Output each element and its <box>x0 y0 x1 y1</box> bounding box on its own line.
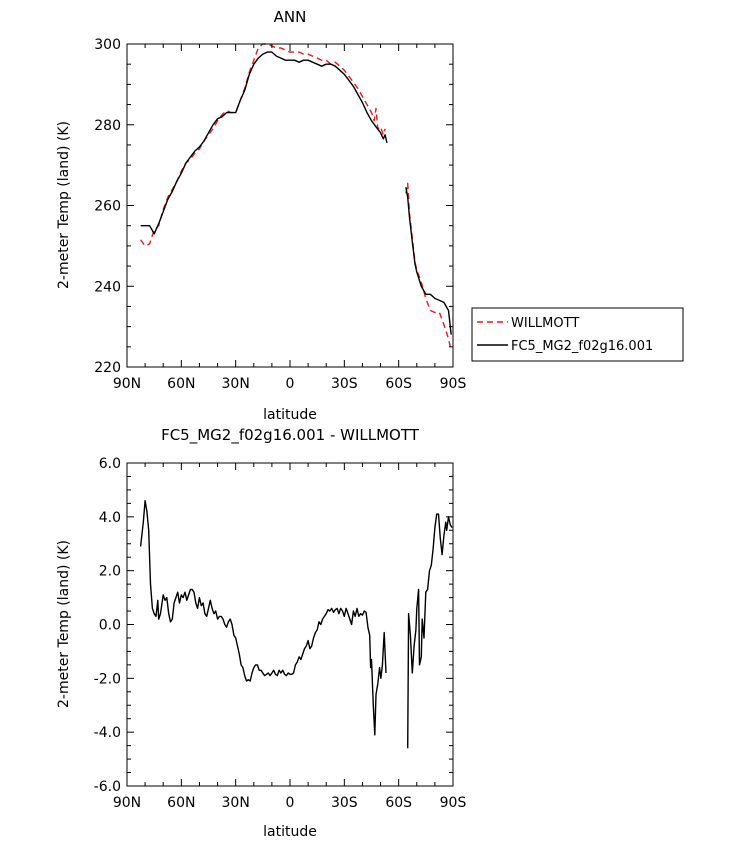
top-x-tick-label: 90S <box>440 376 467 392</box>
bottom-ylabel: 2-meter Temp (land) (K) <box>56 540 72 708</box>
top-series-group <box>140 43 452 352</box>
bottom-x-tick-label: 30S <box>331 795 358 811</box>
top-x-tick-label: 0 <box>286 376 295 392</box>
bottom-x-tick-label: 60S <box>385 795 412 811</box>
top-x-tick-label: 60S <box>385 376 412 392</box>
top-panel: ANN 90N 60N 30N 0 30S 60S 90S 220 240 260 280 300 l… <box>56 8 684 423</box>
top-x-tick-label: 90N <box>113 376 141 392</box>
top-axes-group: 90N 60N 30N 0 30S 60S 90S 220 240 260 280 300 <box>94 37 466 392</box>
bottom-panel: FC5_MG2_f02g16.001 - WILLMOTT 90N 60N 30N 0… <box>56 426 466 840</box>
bottom-series-0-line-segment-0 <box>139 500 387 736</box>
bottom-y-tick-label: 6.0 <box>99 456 121 472</box>
top-x-tick-label: 30S <box>331 376 358 392</box>
top-x-tick-label: 60N <box>167 376 195 392</box>
top-ylabel: 2-meter Temp (land) (K) <box>56 121 72 289</box>
top-xlabel: latitude <box>263 407 317 423</box>
top-series-1-line-segment-0 <box>140 51 388 235</box>
bottom-xlabel: latitude <box>263 824 317 840</box>
top-series-1-line-segment-1 <box>405 187 452 335</box>
bottom-x-tick-label: 90S <box>440 795 467 811</box>
bottom-plot-frame <box>126 462 454 787</box>
top-series-0-line-segment-0 <box>140 43 386 247</box>
top-y-tick-label: 280 <box>94 118 121 134</box>
bottom-x-tick-label: 30N <box>222 795 250 811</box>
bottom-series-0-line-segment-1 <box>407 513 453 749</box>
top-y-tick-label: 300 <box>94 37 121 53</box>
legend-box <box>471 307 684 362</box>
legend-willmott-label: WILLMOTT <box>511 316 579 331</box>
bottom-series-group <box>139 500 453 749</box>
top-y-tick-label: 260 <box>94 199 121 215</box>
legend-model-label: FC5_MG2_f02g16.001 <box>511 339 653 354</box>
bottom-y-tick-label: 2.0 <box>99 564 121 580</box>
bottom-y-tick-label: 4.0 <box>99 510 121 526</box>
bottom-plot-title: FC5_MG2_f02g16.001 - WILLMOTT <box>161 426 420 445</box>
bottom-x-tick-label: 60N <box>167 795 195 811</box>
bottom-y-tick-label: 0.0 <box>99 618 121 634</box>
top-plot-title: ANN <box>274 8 307 26</box>
top-plot-frame <box>126 43 454 368</box>
legend: WILLMOTT FC5_MG2_f02g16.001 <box>471 307 684 362</box>
bottom-y-tick-label: -2.0 <box>94 671 121 687</box>
bottom-axes-group: 90N 60N 30N 0 30S 60S 90S -6.0 -4.0 -2.0 0.0 2.0 4.0… <box>94 456 467 811</box>
top-x-tick-label: 30N <box>222 376 250 392</box>
top-y-tick-label: 220 <box>94 360 121 376</box>
top-y-tick-label: 240 <box>94 279 121 295</box>
bottom-y-tick-label: -4.0 <box>94 725 121 741</box>
bottom-x-tick-label: 0 <box>286 795 295 811</box>
bottom-x-tick-label: 90N <box>113 795 141 811</box>
bottom-y-tick-label: -6.0 <box>94 779 121 795</box>
top-series-0-line-segment-1 <box>405 182 452 352</box>
